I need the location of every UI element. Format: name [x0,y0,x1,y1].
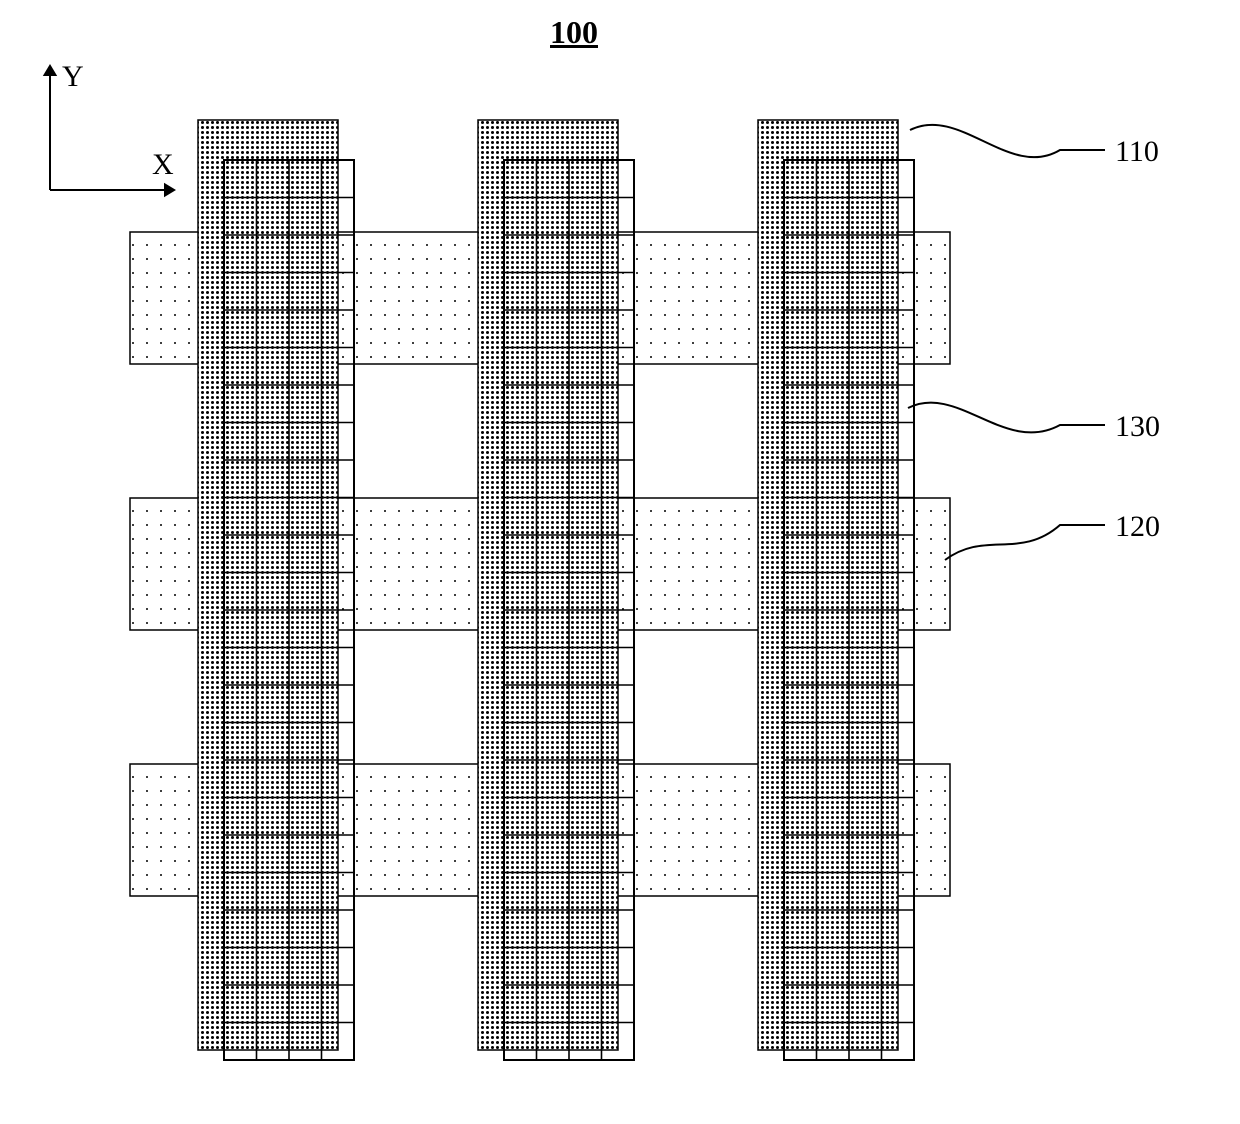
axis-label-x: X [152,148,174,182]
figure-title: 100 [550,14,598,51]
axis-label-y: Y [62,60,84,94]
callout-label-120: 120 [1115,510,1160,544]
callout-label-130: 130 [1115,410,1160,444]
callout-label-110: 110 [1115,135,1159,169]
diagram-svg [0,0,1240,1124]
figure-canvas: 100 110 130 120 Y X [0,0,1240,1124]
